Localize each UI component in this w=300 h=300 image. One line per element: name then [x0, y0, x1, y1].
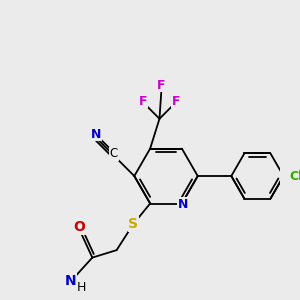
Text: F: F [172, 94, 181, 107]
Text: S: S [128, 217, 138, 231]
Text: O: O [73, 220, 85, 234]
Text: F: F [157, 79, 166, 92]
Text: H: H [76, 281, 86, 294]
Text: N: N [178, 198, 188, 211]
Text: N: N [65, 274, 77, 288]
Text: Cl: Cl [289, 169, 300, 182]
Text: F: F [138, 94, 147, 107]
Text: N: N [91, 128, 101, 141]
Text: C: C [110, 147, 118, 160]
